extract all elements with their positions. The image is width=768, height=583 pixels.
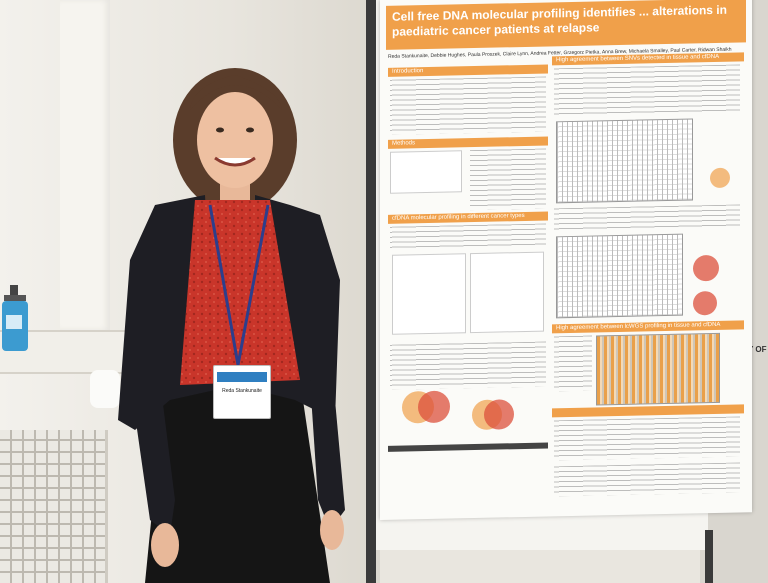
section-methods: Methods xyxy=(388,136,548,149)
snv-text xyxy=(554,64,740,117)
snv-oncoprint xyxy=(556,118,693,204)
cnv-venn-2 xyxy=(693,290,717,316)
radiator-grille xyxy=(0,430,108,583)
methods-text xyxy=(470,148,546,211)
section-conclusions xyxy=(552,404,744,418)
wgs-text xyxy=(554,335,592,392)
cfdna-fraction-scatter xyxy=(470,251,544,334)
cfdna-yield-scatter xyxy=(392,253,466,335)
intro-text xyxy=(390,76,546,135)
poster-title: Cell free DNA molecular profiling identi… xyxy=(386,0,746,50)
wall-pilaster xyxy=(60,0,110,330)
conclusions-text xyxy=(554,416,740,461)
agreement-text xyxy=(554,204,740,231)
light-fixture xyxy=(90,370,120,408)
section-wgs-agreement: High agreement between lcWGS profiling i… xyxy=(552,320,744,334)
presenter-person xyxy=(118,68,345,583)
section-introduction: Introduction xyxy=(388,64,548,77)
cnv-oncoprint xyxy=(556,233,683,319)
snv-venn xyxy=(710,167,730,189)
badge-header xyxy=(217,372,267,382)
research-poster: Cell free DNA molecular profiling identi… xyxy=(380,0,752,521)
references-text xyxy=(554,462,740,497)
poster-stand-pole xyxy=(366,0,376,583)
cnv-venn-1 xyxy=(693,254,719,282)
methods-diagram xyxy=(390,150,462,194)
wgs-copy-number-heatmap xyxy=(596,332,720,406)
name-badge: Reda Stankunaite xyxy=(213,365,271,419)
cfdna-text xyxy=(390,223,546,249)
badge-name: Reda Stankunaite xyxy=(222,388,262,394)
hand-sanitizer-bottle xyxy=(2,285,28,351)
poster-footer-bar xyxy=(388,442,548,452)
poster-stand-leg xyxy=(705,530,713,583)
venn-circle-cfdna-2 xyxy=(484,399,514,430)
adjacent-poster-text: Y OF xyxy=(748,345,767,354)
venn-circle-cfdna xyxy=(418,390,450,424)
cfdna-results-text xyxy=(390,341,546,390)
section-cfdna-profiling: cfDNA molecular profiling in different c… xyxy=(388,211,548,224)
